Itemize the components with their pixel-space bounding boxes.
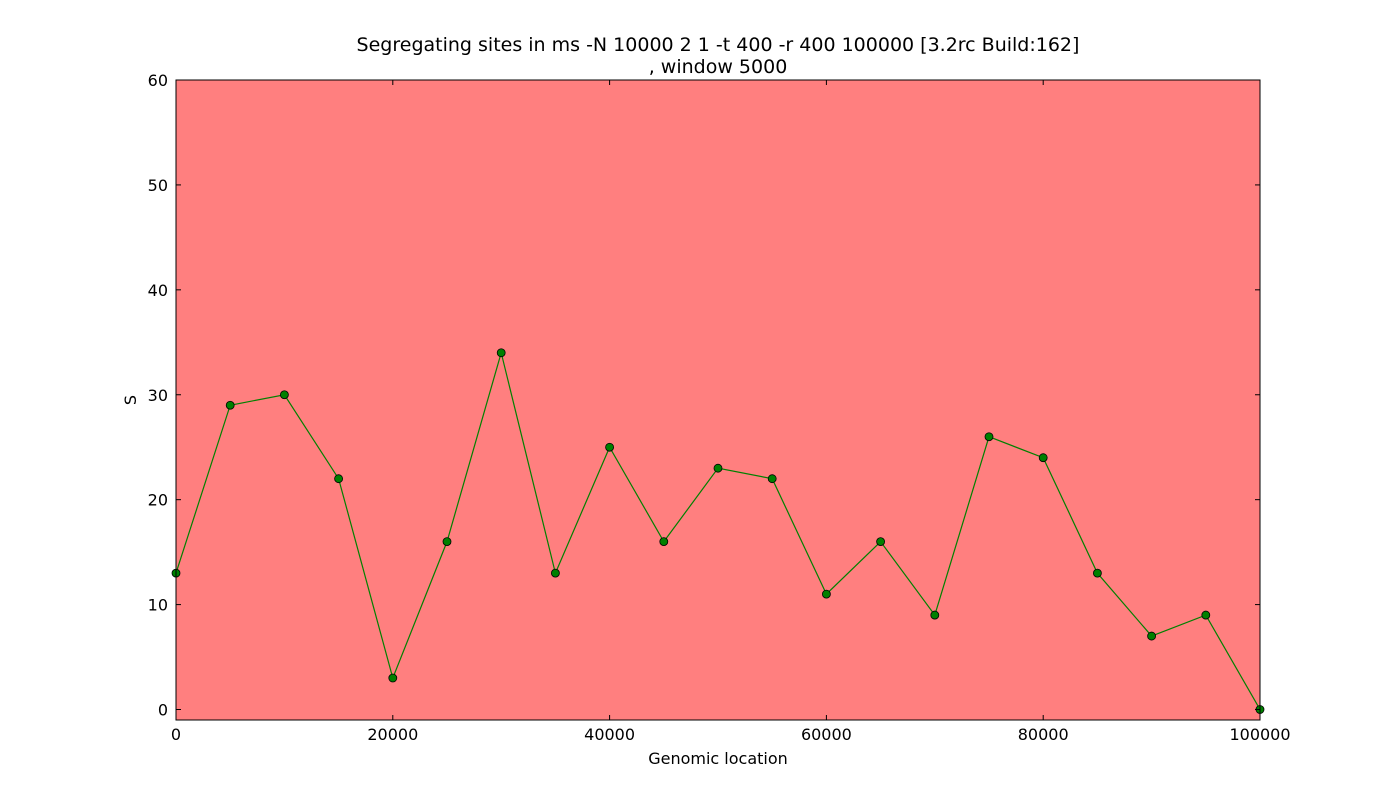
chart-title-line-2: , window 5000 — [649, 56, 788, 78]
data-point — [822, 589, 831, 599]
data-point — [767, 474, 777, 484]
y-axis-ticks: 0 10 20 30 40 50 60 — [148, 71, 1260, 720]
y-tick-label: 50 — [148, 176, 168, 195]
chart-title-line-1: Segregating sites in ms -N 10000 2 1 -t … — [357, 34, 1080, 56]
y-tick-label: 60 — [148, 71, 168, 90]
data-point — [1093, 568, 1102, 578]
x-tick-label: 0 — [171, 725, 181, 744]
x-tick-label: 40000 — [584, 725, 635, 744]
data-point — [984, 432, 994, 442]
plot-area — [176, 80, 1260, 720]
data-point — [496, 348, 506, 358]
data-point — [225, 400, 235, 410]
data-point — [442, 537, 452, 547]
x-tick-label: 100000 — [1229, 725, 1290, 744]
data-point — [1201, 610, 1211, 620]
data-point — [713, 463, 723, 473]
x-tick-label: 60000 — [801, 725, 852, 744]
data-point — [930, 610, 940, 620]
y-axis-label: S — [121, 395, 140, 405]
data-point — [605, 442, 614, 452]
plot-frame — [175, 79, 1261, 721]
data-point — [876, 537, 885, 547]
data-point — [551, 568, 560, 578]
y-tick-label: 30 — [148, 386, 168, 405]
y-tick-label: 10 — [148, 596, 168, 615]
y-tick-label: 40 — [148, 281, 168, 300]
x-axis-ticks: 0 20000 40000 60000 80000 100000 — [171, 80, 1291, 744]
x-tick-label: 20000 — [367, 725, 418, 744]
data-point — [1147, 631, 1156, 641]
y-tick-label: 0 — [158, 701, 168, 720]
data-point — [1038, 453, 1048, 463]
x-tick-label: 80000 — [1018, 725, 1069, 744]
x-axis-label: Genomic location — [648, 749, 788, 768]
data-point — [388, 673, 398, 683]
y-tick-label: 20 — [148, 491, 168, 510]
data-point — [279, 390, 289, 400]
marker-layer — [171, 348, 1265, 714]
data-point — [659, 537, 669, 547]
data-point — [334, 474, 344, 484]
